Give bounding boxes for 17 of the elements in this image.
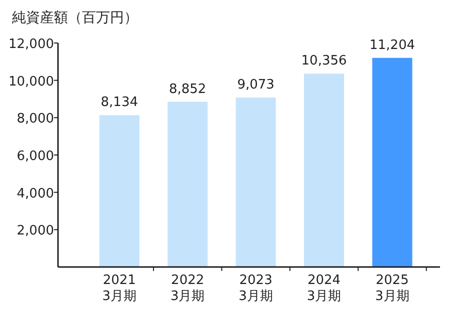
x-tick-label: 2021 3月期 xyxy=(102,273,137,304)
y-tick-label: 2,000 xyxy=(16,224,54,239)
y-tick-label: 4,000 xyxy=(16,186,54,202)
x-tick-label: 2025 3月期 xyxy=(375,273,410,304)
x-tick-label: 2023 3月期 xyxy=(238,273,273,304)
y-tick-label: 10,000 xyxy=(8,74,54,90)
data-label: 9,073 xyxy=(237,78,274,93)
y-axis-title: 純資産額（百万円） xyxy=(12,10,138,26)
data-label: 11,204 xyxy=(370,38,415,53)
data-label: 10,356 xyxy=(301,54,347,69)
x-tick-label: 2024 3月期 xyxy=(306,273,342,304)
y-tick-label: 12,000 xyxy=(8,37,54,52)
y-tick-label: 6,000 xyxy=(16,149,54,164)
data-label: 8,134 xyxy=(100,95,138,110)
data-label: 8,852 xyxy=(169,82,206,97)
y-tick-label: 8,000 xyxy=(16,112,54,127)
x-tick-label: 2022 3月期 xyxy=(170,273,205,304)
